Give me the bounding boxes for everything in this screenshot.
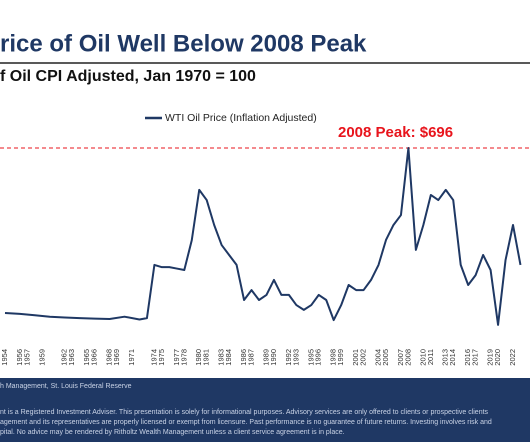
x-tick-label: 1998 [329,349,338,366]
peak-label: 2008 Peak: $696 [338,124,453,141]
x-tick-label: 1993 [291,349,300,366]
x-tick-label: 1978 [179,349,188,366]
x-tick-label: 2007 [396,349,405,366]
x-tick-label: 1959 [37,349,46,366]
x-tick-label: 1954 [0,349,9,366]
x-tick-label: 2022 [508,349,517,366]
footer-disclaimer: agement and its representatives are prop… [0,419,492,426]
x-tick-label: 1956 [15,349,24,366]
x-tick-label: 1986 [239,349,248,366]
series-line [4,147,522,326]
x-tick-label: 2020 [493,349,502,366]
chart-title: rice of Oil Well Below 2008 Peak [0,30,367,57]
x-tick-label: 2004 [374,349,383,366]
x-tick-label: 1962 [60,349,69,366]
x-tick-label: 2014 [448,349,457,366]
x-tick-label: 1966 [90,349,99,366]
x-tick-label: 2016 [463,349,472,366]
footer-source: h Management, St. Louis Federal Reserve [0,383,132,390]
x-tick-label: 1992 [284,349,293,366]
x-tick-label: 1971 [127,349,136,366]
x-tick-label: 1977 [172,349,181,366]
x-tick-label: 2019 [486,349,495,366]
x-tick-label: 1989 [261,349,270,366]
x-tick-label: 1983 [217,349,226,366]
x-tick-label: 1981 [202,349,211,366]
x-tick-label: 1987 [247,349,256,366]
x-tick-label: 1995 [306,349,315,366]
x-tick-label: 2013 [441,349,450,366]
x-tick-label: 2011 [426,349,435,365]
x-tick-label: 1963 [67,349,76,366]
x-tick-label: 2001 [351,349,360,366]
x-tick-label: 1968 [105,349,114,366]
x-tick-label: 2010 [418,349,427,366]
footer-disclaimer: pital. No advice may be rendered by Rith… [0,429,345,436]
x-tick-label: 2002 [359,349,368,366]
x-tick-label: 1984 [224,349,233,366]
footer-band [0,378,530,442]
x-tick-label: 2008 [403,349,412,366]
x-tick-label: 1996 [314,349,323,366]
x-tick-label: 1969 [112,349,121,366]
x-tick-label: 1974 [149,349,158,366]
x-tick-label: 2017 [471,349,480,366]
x-tick-label: 1999 [336,349,345,366]
x-tick-label: 1990 [269,349,278,366]
footer-disclaimer: nt is a Registered Investment Adviser. T… [0,409,489,416]
x-tick-label: 1980 [194,349,203,366]
x-tick-label: 1975 [157,349,166,366]
x-tick-label: 1957 [22,349,31,366]
x-tick-label: 2005 [381,349,390,366]
x-tick-label: 1965 [82,349,91,366]
chart-subtitle: f Oil CPI Adjusted, Jan 1970 = 100 [0,68,256,85]
legend-label: WTI Oil Price (Inflation Adjusted) [165,112,317,124]
